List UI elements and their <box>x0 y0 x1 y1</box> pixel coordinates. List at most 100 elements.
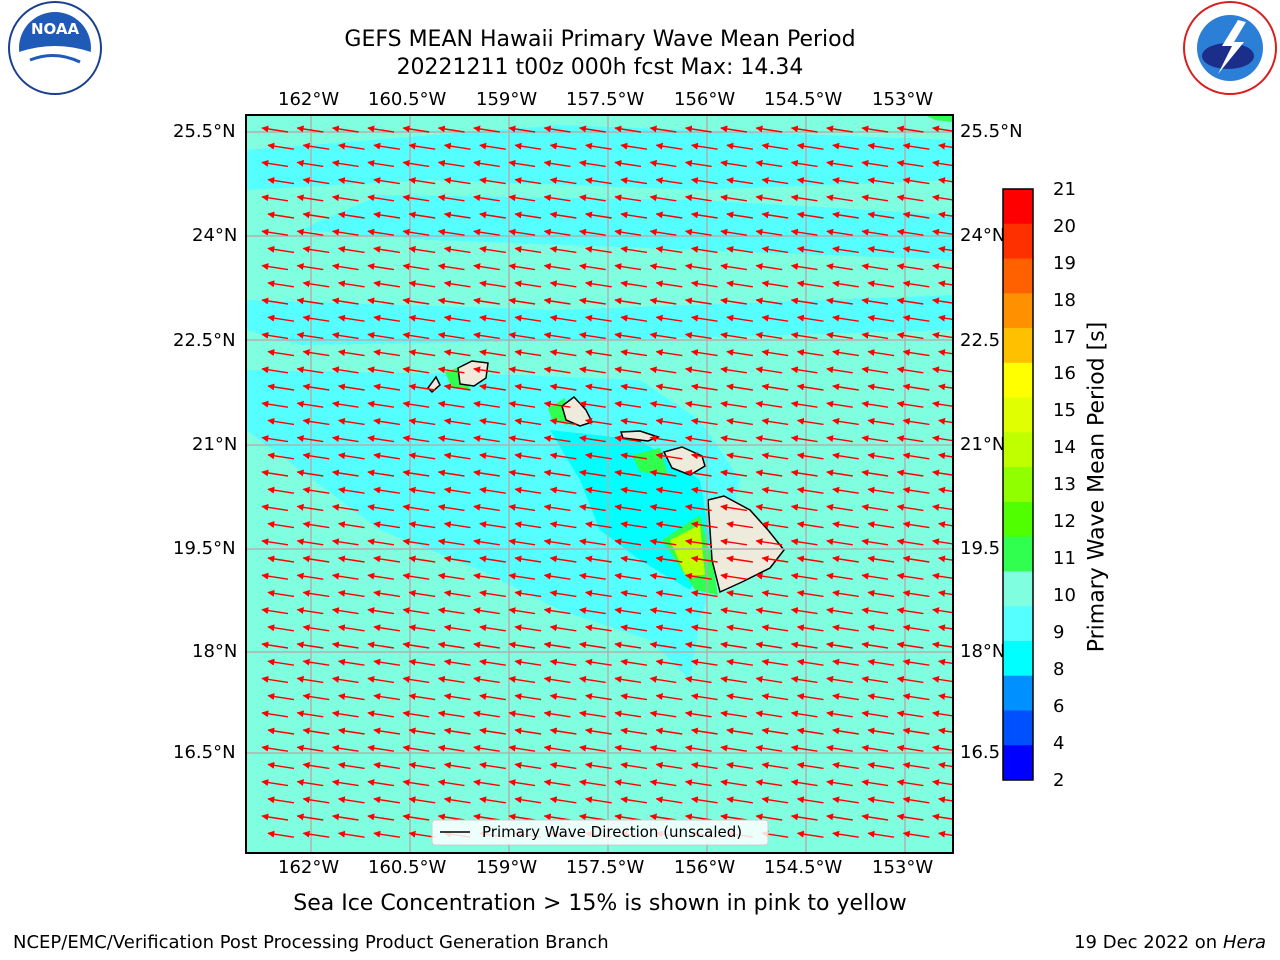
direction-arrow <box>790 607 818 615</box>
direction-arrow <box>508 779 536 787</box>
direction-arrow <box>473 572 500 580</box>
direction-arrow <box>331 263 359 271</box>
direction-arrow <box>514 521 542 529</box>
direction-arrow <box>826 469 853 477</box>
direction-arrow <box>302 555 330 563</box>
direction-arrow <box>902 624 930 632</box>
noaa-logo-icon: NOAA <box>8 1 102 95</box>
direction-arrow <box>331 125 359 133</box>
direction-arrow <box>684 366 712 374</box>
direction-arrow <box>261 400 289 408</box>
direction-arrow <box>690 417 718 426</box>
direction-arrow <box>726 555 754 563</box>
direction-arrow <box>402 779 430 787</box>
direction-arrow <box>508 331 536 340</box>
lon-label-top: 157.5°W <box>566 89 645 110</box>
direction-arrow <box>261 744 289 752</box>
direction-arrow <box>796 280 824 288</box>
direction-arrow <box>796 761 824 770</box>
colorbar-swatch <box>1003 328 1033 364</box>
direction-arrow <box>938 177 953 185</box>
direction-arrow <box>473 435 500 443</box>
direction-arrow <box>761 624 789 632</box>
direction-arrow <box>585 349 612 357</box>
direction-arrow <box>902 727 930 735</box>
direction-arrow <box>932 744 953 752</box>
direction-arrow <box>549 245 577 254</box>
direction-arrow <box>932 366 953 374</box>
direction-arrow <box>720 366 748 374</box>
colorbar-tick: 10 <box>1053 585 1076 606</box>
direction-arrow <box>932 675 953 683</box>
colorbar-tick: 16 <box>1053 363 1076 384</box>
colorbar-tick: 11 <box>1053 548 1076 569</box>
direction-arrow <box>726 521 754 529</box>
direction-arrow <box>579 159 606 168</box>
lat-label-left: 21°N <box>192 434 238 455</box>
direction-arrow <box>938 280 953 288</box>
lat-label-right: 18°N <box>960 641 1006 662</box>
direction-arrow <box>473 469 500 477</box>
direction-arrow <box>867 796 895 804</box>
direction-arrow <box>861 263 889 271</box>
direction-arrow <box>514 761 542 770</box>
direction-arrow <box>549 280 577 288</box>
direction-arrow <box>402 641 430 649</box>
direction-arrow <box>337 177 365 185</box>
direction-arrow <box>832 830 859 838</box>
direction-arrow <box>861 572 889 580</box>
direction-arrow <box>796 211 824 219</box>
direction-arrow <box>479 417 506 426</box>
direction-arrow <box>302 486 330 494</box>
direction-arrow <box>267 417 295 426</box>
direction-arrow <box>932 263 953 271</box>
direction-arrow <box>902 280 930 288</box>
direction-arrow <box>543 435 571 443</box>
direction-arrow <box>302 830 330 838</box>
direction-arrow <box>579 435 606 443</box>
direction-arrow <box>267 245 295 254</box>
direction-arrow <box>437 228 465 236</box>
direction-arrow <box>514 280 542 288</box>
direction-arrow <box>437 194 465 202</box>
direction-arrow <box>296 435 324 443</box>
direction-arrow <box>402 503 430 512</box>
direction-arrow <box>443 142 471 150</box>
direction-arrow <box>549 177 577 185</box>
direction-arrow <box>514 727 542 735</box>
direction-arrow <box>614 400 642 408</box>
direction-arrow <box>367 366 395 374</box>
direction-arrow <box>902 761 930 770</box>
direction-arrow <box>585 245 612 254</box>
direction-arrow <box>579 263 606 271</box>
direction-arrow <box>684 159 712 168</box>
lon-label-top: 160.5°W <box>368 89 447 110</box>
direction-arrow <box>761 693 789 701</box>
direction-arrow <box>684 641 712 649</box>
direction-arrow <box>579 779 606 787</box>
direction-arrow <box>649 194 677 202</box>
direction-arrow <box>649 297 677 305</box>
direction-arrow <box>896 263 924 271</box>
direction-arrow <box>620 589 648 598</box>
direction-arrow <box>614 710 642 718</box>
lon-label-bottom: 162°W <box>278 857 340 878</box>
direction-arrow <box>337 314 365 322</box>
direction-arrow <box>296 228 324 236</box>
direction-arrow <box>620 761 648 770</box>
direction-arrow <box>479 142 506 150</box>
direction-arrow <box>932 503 953 511</box>
direction-arrow <box>938 314 953 322</box>
direction-arrow <box>902 383 930 391</box>
direction-arrow <box>790 744 818 752</box>
direction-arrow <box>620 211 648 219</box>
direction-arrow <box>620 486 648 494</box>
lat-label-left: 18°N <box>192 641 238 662</box>
direction-arrow <box>508 435 536 443</box>
direction-arrow <box>337 383 365 391</box>
direction-arrow <box>896 710 924 718</box>
direction-arrow <box>902 830 930 838</box>
direction-arrow <box>790 710 818 718</box>
direction-arrow <box>402 744 430 752</box>
direction-arrow <box>649 813 677 821</box>
